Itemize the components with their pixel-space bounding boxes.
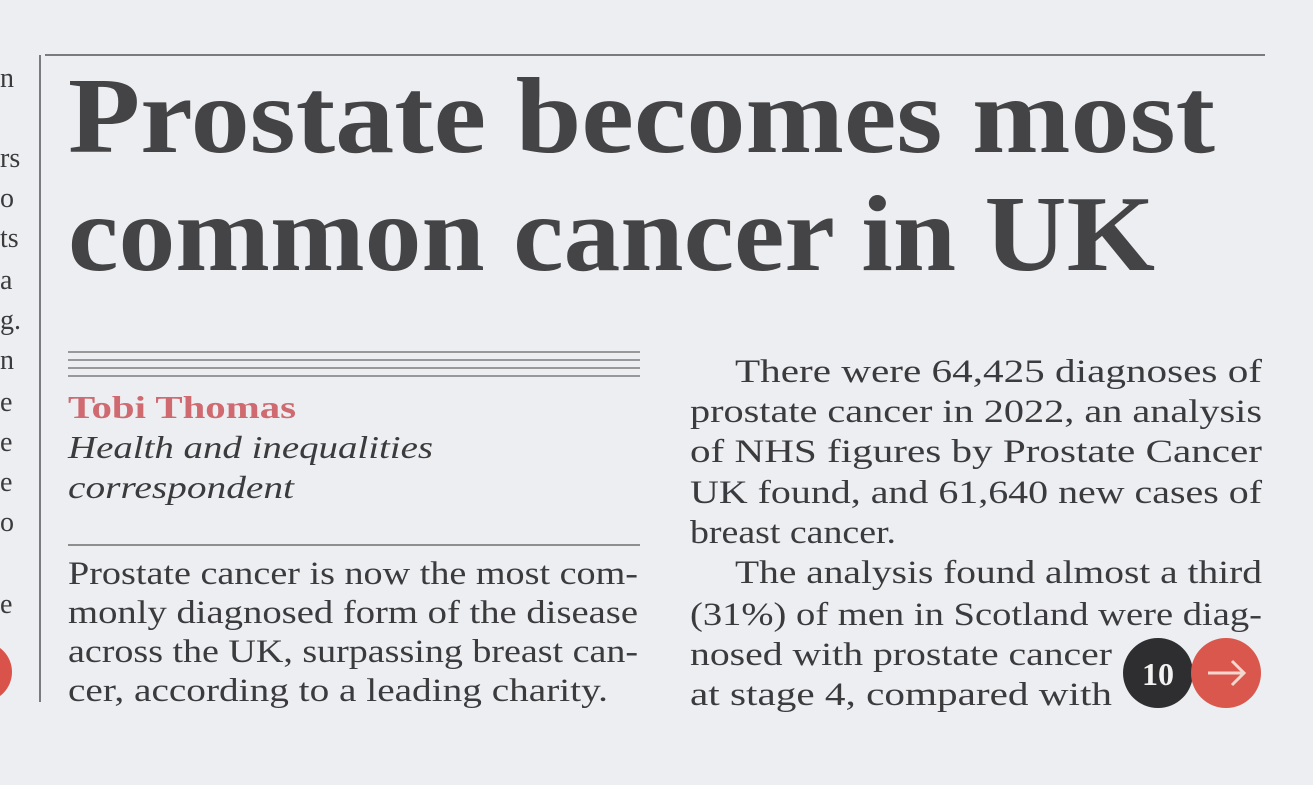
body-line: at stage 4, compared with [690, 677, 1113, 713]
margin-fragment: n [0, 63, 14, 94]
margin-fragment: e [0, 387, 12, 418]
byline-role: correspondent [68, 469, 295, 505]
standfirst-line: monly diagnosed form of the disease [68, 595, 638, 631]
page-badge [1123, 638, 1193, 708]
standfirst-line: across the UK, surpassing breast can- [68, 634, 638, 670]
page-number: 10 [1142, 656, 1174, 692]
body-line: The analysis found almost a third [735, 555, 1263, 591]
body-line: (31%) of men in Scotland were diag- [690, 597, 1262, 633]
byline-name: Tobi Thomas [68, 389, 296, 425]
margin-fragment: n [0, 345, 14, 376]
headline-line: Prostate becomes most [68, 57, 1215, 176]
body-line: There were 64,425 diagnoses of [735, 354, 1262, 390]
body-line: prostate cancer in 2022, an analysis [690, 394, 1262, 430]
byline-rules [68, 351, 640, 377]
arrow-icon [1208, 659, 1247, 687]
standfirst-line: cer, according to a leading charity. [68, 673, 608, 709]
body-line: nosed with prostate cancer [690, 637, 1112, 673]
margin-fragment: ts [0, 223, 19, 254]
body-line: breast cancer. [690, 515, 896, 551]
margin-fragment: o [0, 507, 14, 538]
body-line: of NHS figures by Prostate Cancer [690, 434, 1262, 470]
body-line: UK found, and 61,640 new cases of [690, 475, 1262, 511]
prev-page-marker [0, 648, 12, 696]
margin-fragment: g. [0, 305, 21, 336]
margin-fragment: e [0, 427, 12, 458]
margin-fragment: rs [0, 143, 20, 174]
headline-line: common cancer in UK [68, 175, 1155, 294]
margin-fragment: o [0, 183, 14, 214]
margin-fragment: a [0, 265, 13, 296]
byline-role: Health and inequalities [67, 429, 433, 465]
standfirst-line: Prostate cancer is now the most com- [68, 556, 638, 592]
margin-fragment: e [0, 467, 12, 498]
margin-fragment: e [0, 589, 12, 620]
